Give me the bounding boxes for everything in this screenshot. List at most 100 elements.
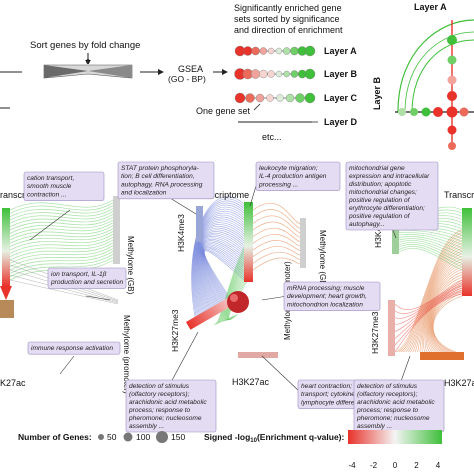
network-edge <box>429 279 463 353</box>
network-edge <box>394 285 463 325</box>
network-edge <box>432 293 463 353</box>
annotation-box <box>47 267 127 289</box>
gene-set-node <box>304 45 316 57</box>
annotation-leader <box>249 185 257 207</box>
network-edge <box>398 232 463 353</box>
annotation-text: mitochondrion localization <box>287 301 363 308</box>
left-transcriptome-tip <box>0 286 12 300</box>
gene-set-node <box>282 47 291 55</box>
gene-set-node <box>304 92 316 104</box>
middle-h3k27me3-label: H3K27me3 <box>170 309 180 352</box>
middle-transcriptome-label: Transcriptome <box>192 190 249 200</box>
gsea-subtitle: (GO - BP) <box>168 74 206 84</box>
annotation-leader <box>85 295 111 301</box>
annotation-text: (olfactory receptors); <box>357 391 418 398</box>
sort-label: Sort genes by fold change <box>30 40 140 51</box>
layer-rows <box>234 45 316 104</box>
heart-icon <box>227 291 249 313</box>
network-edge <box>9 251 114 271</box>
gene-set-node <box>267 70 275 78</box>
network-edge <box>398 236 463 252</box>
network-edge <box>252 251 301 264</box>
scale-tick-label: 0 <box>393 461 398 470</box>
network-edge <box>201 238 245 310</box>
layer-diagram-node <box>447 55 457 65</box>
layer-diagram-node <box>421 107 431 117</box>
layer-diagram-node <box>447 125 457 135</box>
network-edge <box>9 239 114 257</box>
layer-diagram-node <box>459 107 469 117</box>
network-edge <box>199 232 245 312</box>
annotation-leader <box>29 209 71 241</box>
network-edge <box>9 248 114 267</box>
layer-diagram: Layer A Layer B <box>372 2 474 150</box>
network-edge <box>394 289 463 339</box>
left-methylome-gb-bar <box>113 196 120 264</box>
network-edge <box>198 226 245 314</box>
network-edge <box>394 283 463 319</box>
middle-h3k27ac-bar <box>238 352 278 358</box>
scale-tick-label: 4 <box>436 461 441 470</box>
enriched-header-1: Significantly enriched gene <box>234 3 342 13</box>
annotation-text: processing ... <box>258 181 298 188</box>
network-edge <box>252 221 301 238</box>
network-edge <box>394 279 463 311</box>
network-edge <box>394 293 463 353</box>
left-transcriptome-bar <box>2 208 10 286</box>
layer-c-label: Layer C <box>324 93 358 103</box>
middle-transcriptome-bar <box>244 202 253 282</box>
network-edge <box>252 257 301 271</box>
annotation-text: ion transport, IL-1β <box>51 271 107 278</box>
network-edge <box>398 238 463 255</box>
network-edge <box>9 216 114 231</box>
network-edge <box>9 213 114 227</box>
layer-diagram-node <box>447 91 457 101</box>
network-edge <box>201 237 245 311</box>
network-edge <box>9 279 119 305</box>
right-h3k27ac-bar <box>420 352 464 360</box>
right-layer-a: Layer A <box>414 2 447 12</box>
network-edge <box>9 253 114 274</box>
network-edge <box>395 229 463 353</box>
annotation-text: tion; B cell differentiation, <box>121 173 195 180</box>
annotation-text: development; heart growth, <box>287 293 367 300</box>
network-edge <box>9 231 114 247</box>
gene-set-node <box>234 92 246 104</box>
annotation-text: autophagy, RNA processing <box>121 181 203 188</box>
network-edge <box>202 244 245 308</box>
annotation-text: smooth muscle <box>27 183 72 190</box>
network-edge <box>9 233 114 251</box>
annotation-text: mitochondrial gene <box>349 165 405 172</box>
network-edge <box>398 229 463 242</box>
middle-h3k4me3-label: H3K4me3 <box>176 214 186 252</box>
gene-set-node <box>290 46 299 56</box>
right-transcriptome-label: Transcript <box>444 190 474 200</box>
one-gene-set-label: One gene set <box>196 106 251 116</box>
network-edge <box>9 219 114 234</box>
network-edge <box>394 291 463 346</box>
network-edge <box>430 285 463 353</box>
network-edge <box>394 287 463 332</box>
annotation-text: arachidonic acid metabolic <box>129 399 207 406</box>
scale-tick-label: -2 <box>370 461 378 470</box>
network-edge <box>9 228 114 244</box>
annotation-text: mRNA processing; muscle <box>287 285 365 292</box>
heart-icon-highlight <box>230 294 238 302</box>
top-schematic: Sort genes by fold change 0 GSEA (GO - B… <box>0 3 358 142</box>
annotation-box <box>125 379 217 433</box>
network-edge <box>9 208 114 221</box>
annotation-leader <box>399 355 411 385</box>
right-layer-b: Layer B <box>372 76 382 110</box>
network-edge <box>204 250 245 305</box>
left-h3k27ac-bar <box>0 300 14 318</box>
annotation-text: STAT protein phosphoryla- <box>121 165 200 172</box>
fold-change-wedge-dark <box>44 65 88 78</box>
network-edge <box>426 269 463 353</box>
network-edge <box>252 227 301 243</box>
legend-genes-150: 150 <box>171 432 185 442</box>
network-edge <box>398 234 463 249</box>
network-edge <box>197 222 245 316</box>
annotation-leader <box>261 355 301 393</box>
network-edge <box>398 245 463 268</box>
layer-diagram-node <box>398 108 406 116</box>
